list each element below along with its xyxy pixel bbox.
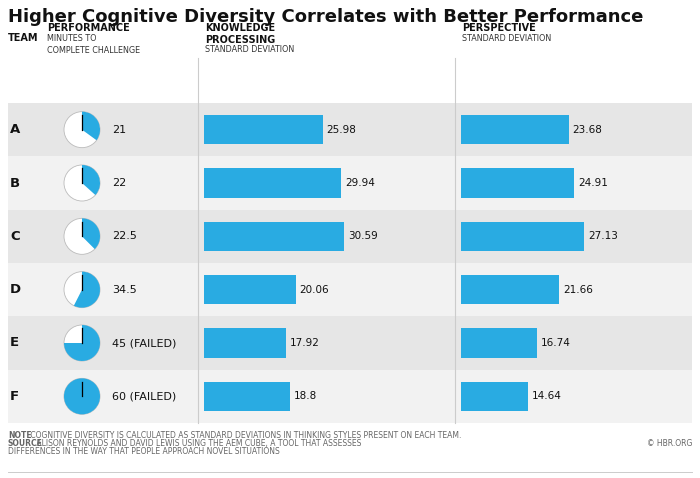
Bar bbox=[461, 381, 528, 411]
Bar bbox=[461, 275, 559, 304]
Bar bbox=[8, 369, 692, 423]
Text: ALISON REYNOLDS AND DAVID LEWIS USING THE AEM CUBE, A TOOL THAT ASSESSES: ALISON REYNOLDS AND DAVID LEWIS USING TH… bbox=[34, 439, 361, 448]
Text: STANDARD DEVIATION: STANDARD DEVIATION bbox=[205, 45, 294, 54]
Text: 23.68: 23.68 bbox=[573, 125, 603, 135]
Wedge shape bbox=[74, 272, 100, 308]
Circle shape bbox=[64, 325, 100, 361]
Text: D: D bbox=[10, 283, 21, 296]
Bar bbox=[461, 168, 574, 198]
Bar bbox=[8, 210, 692, 263]
Text: KNOWLEDGE
PROCESSING: KNOWLEDGE PROCESSING bbox=[205, 23, 275, 44]
Text: PERSPECTIVE: PERSPECTIVE bbox=[462, 23, 536, 33]
Text: 21: 21 bbox=[112, 125, 126, 135]
Text: F: F bbox=[10, 390, 19, 403]
Text: 20.06: 20.06 bbox=[300, 285, 329, 294]
Text: 34.5: 34.5 bbox=[112, 285, 136, 294]
Text: 18.8: 18.8 bbox=[294, 391, 317, 402]
Text: 22: 22 bbox=[112, 178, 126, 188]
Wedge shape bbox=[82, 218, 100, 249]
Bar bbox=[8, 156, 692, 210]
Bar bbox=[204, 168, 341, 198]
Text: 14.64: 14.64 bbox=[531, 391, 561, 402]
Text: PERFORMANCE: PERFORMANCE bbox=[47, 23, 130, 33]
Text: NOTE: NOTE bbox=[8, 431, 32, 440]
Wedge shape bbox=[64, 378, 100, 414]
Text: C: C bbox=[10, 230, 20, 243]
Bar bbox=[204, 381, 290, 411]
Circle shape bbox=[64, 112, 100, 148]
Bar bbox=[461, 115, 568, 144]
Text: A: A bbox=[10, 123, 20, 136]
Text: MINUTES TO
COMPLETE CHALLENGE: MINUTES TO COMPLETE CHALLENGE bbox=[47, 34, 140, 55]
Bar bbox=[204, 328, 286, 358]
Bar bbox=[204, 222, 344, 251]
Text: TEAM: TEAM bbox=[8, 33, 38, 43]
Text: 45 (FAILED): 45 (FAILED) bbox=[112, 338, 176, 348]
Text: 24.91: 24.91 bbox=[578, 178, 608, 188]
Text: 22.5: 22.5 bbox=[112, 231, 137, 241]
Text: 30.59: 30.59 bbox=[348, 231, 377, 241]
Bar bbox=[461, 328, 537, 358]
Bar bbox=[204, 115, 323, 144]
Text: 25.98: 25.98 bbox=[327, 125, 356, 135]
Bar bbox=[8, 263, 692, 316]
Text: 17.92: 17.92 bbox=[290, 338, 320, 348]
Text: 21.66: 21.66 bbox=[564, 285, 594, 294]
Text: E: E bbox=[10, 337, 19, 349]
Bar bbox=[461, 222, 584, 251]
Bar bbox=[8, 316, 692, 369]
Text: Higher Cognitive Diversity Correlates with Better Performance: Higher Cognitive Diversity Correlates wi… bbox=[8, 8, 643, 26]
Text: B: B bbox=[10, 176, 20, 189]
Circle shape bbox=[64, 272, 100, 308]
Bar bbox=[204, 275, 295, 304]
Text: 29.94: 29.94 bbox=[345, 178, 375, 188]
Circle shape bbox=[64, 218, 100, 254]
Wedge shape bbox=[82, 112, 100, 140]
Text: 27.13: 27.13 bbox=[588, 231, 618, 241]
Text: COGNITIVE DIVERSITY IS CALCULATED AS STANDARD DEVIATIONS IN THINKING STYLES PRES: COGNITIVE DIVERSITY IS CALCULATED AS STA… bbox=[28, 431, 461, 440]
Circle shape bbox=[64, 378, 100, 414]
Wedge shape bbox=[82, 165, 100, 195]
Text: DIFFERENCES IN THE WAY THAT PEOPLE APPROACH NOVEL SITUATIONS: DIFFERENCES IN THE WAY THAT PEOPLE APPRO… bbox=[8, 447, 280, 456]
Text: 16.74: 16.74 bbox=[541, 338, 571, 348]
Bar bbox=[8, 103, 692, 156]
Circle shape bbox=[64, 165, 100, 201]
Text: SOURCE: SOURCE bbox=[8, 439, 43, 448]
Wedge shape bbox=[64, 325, 100, 361]
Text: © HBR.ORG: © HBR.ORG bbox=[647, 439, 692, 448]
Text: STANDARD DEVIATION: STANDARD DEVIATION bbox=[462, 34, 552, 43]
Text: 60 (FAILED): 60 (FAILED) bbox=[112, 391, 176, 402]
